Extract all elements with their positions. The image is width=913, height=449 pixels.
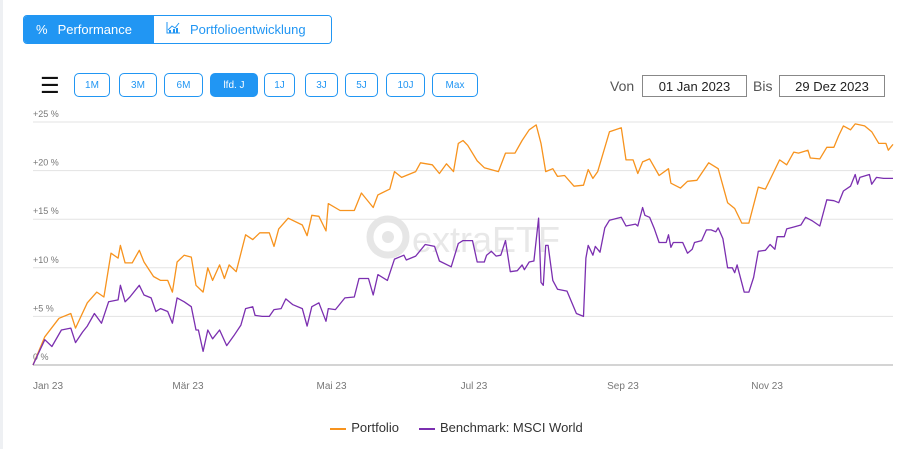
legend-swatch-benchmark [418, 427, 435, 430]
range-button[interactable]: 1M [74, 73, 110, 97]
date-from-input[interactable]: 01 Jan 2023 [642, 75, 747, 97]
y-tick-label: +25 % [33, 109, 59, 119]
range-button[interactable]: 10J [386, 73, 425, 97]
y-tick-label: +20 % [33, 158, 59, 168]
menu-icon[interactable]: ☰ [40, 73, 60, 98]
view-toggle: % Performance Portfolioentwicklung [23, 15, 332, 44]
chart-icon [166, 22, 180, 37]
date-from-label: Von [610, 78, 635, 94]
tab-performance-label: Performance [57, 22, 132, 37]
x-tick-label: Nov 23 [751, 381, 783, 392]
range-button[interactable]: Max [432, 73, 478, 97]
y-tick-label: +15 % [33, 206, 59, 216]
range-button[interactable]: 5J [345, 73, 378, 97]
tab-performance[interactable]: % Performance [24, 16, 154, 43]
x-tick-label: Sep 23 [607, 381, 639, 392]
legend-portfolio[interactable]: Portfolio [330, 420, 399, 435]
y-tick-label: 0 % [33, 352, 49, 362]
date-to-input[interactable]: 29 Dez 2023 [779, 75, 885, 97]
x-tick-label: Mai 23 [317, 381, 347, 392]
date-to-label: Bis [753, 78, 773, 94]
range-button[interactable]: 3J [305, 73, 338, 97]
legend-label: Portfolio [351, 420, 399, 435]
legend-swatch-portfolio [330, 427, 347, 430]
x-tick-label: Jul 23 [461, 381, 488, 392]
range-button[interactable]: 1J [264, 73, 295, 97]
range-button[interactable]: lfd. J [210, 73, 258, 97]
x-tick-label: Mär 23 [172, 381, 204, 392]
left-border [0, 0, 3, 449]
legend-benchmark[interactable]: Benchmark: MSCI World [418, 420, 583, 435]
series-line-portfolio [32, 123, 894, 366]
percent-icon: % [36, 22, 48, 37]
tab-portfolioentwicklung[interactable]: Portfolioentwicklung [154, 16, 331, 43]
range-button[interactable]: 6M [164, 73, 203, 97]
legend-label: Benchmark: MSCI World [439, 420, 583, 435]
x-tick-label: Jan 23 [33, 381, 63, 392]
range-button[interactable]: 3M [119, 73, 157, 97]
y-tick-label: +10 % [33, 255, 59, 265]
watermark-logo-dot [382, 231, 394, 243]
tab-portfolioentwicklung-label: Portfolioentwicklung [190, 22, 306, 37]
legend: Portfolio Benchmark: MSCI World [0, 420, 913, 435]
series-line-benchmark [32, 173, 893, 366]
y-tick-label: +5 % [33, 303, 54, 313]
